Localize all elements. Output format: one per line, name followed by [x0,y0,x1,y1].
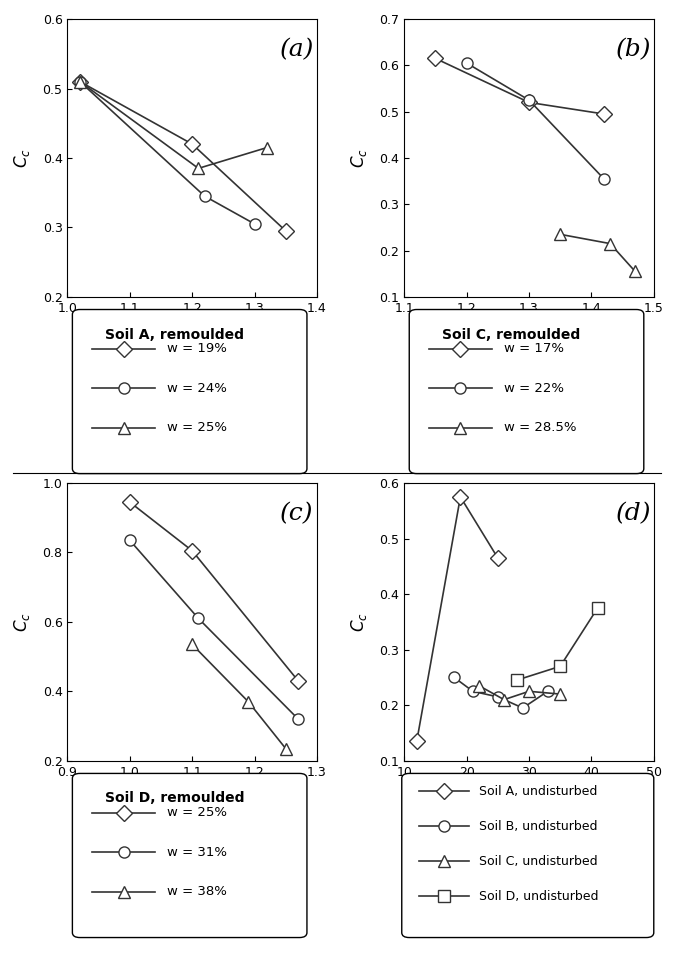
Text: Soil C, undisturbed: Soil C, undisturbed [479,855,598,868]
Text: $C_c$: $C_c$ [13,148,32,168]
Text: w = 17%: w = 17% [504,343,564,355]
Text: Soil B, undisturbed: Soil B, undisturbed [479,819,598,833]
Text: w = 19%: w = 19% [167,343,227,355]
FancyBboxPatch shape [72,309,307,474]
Text: Soil D, remoulded: Soil D, remoulded [105,792,245,805]
Text: $\rho_i$ (Mg/m$^3$): $\rho_i$ (Mg/m$^3$) [156,336,229,357]
Text: w = 25%: w = 25% [167,421,227,435]
Text: $\rho_i$ (Mg/m$^3$): $\rho_i$ (Mg/m$^3$) [492,336,565,357]
Text: Soil A, remoulded: Soil A, remoulded [105,328,244,342]
Text: w = 31%: w = 31% [167,846,227,859]
Text: w = 22%: w = 22% [504,382,564,394]
Text: $\rho_i$ (Mg/m$^3$): $\rho_i$ (Mg/m$^3$) [156,799,229,821]
Text: Soil C, remoulded: Soil C, remoulded [441,328,580,342]
Text: $C_c$: $C_c$ [349,148,369,168]
Text: $w_i$ (%): $w_i$ (%) [508,799,551,817]
Text: w = 38%: w = 38% [167,885,227,898]
Text: w = 28.5%: w = 28.5% [504,421,576,435]
Text: $C_c$: $C_c$ [13,612,32,632]
Text: $C_c$: $C_c$ [349,612,369,632]
Text: Soil D, undisturbed: Soil D, undisturbed [479,890,599,902]
FancyBboxPatch shape [402,774,654,938]
Text: w = 24%: w = 24% [167,382,227,394]
Text: (b): (b) [616,38,652,61]
Text: Soil A, undisturbed: Soil A, undisturbed [479,785,597,798]
Text: (d): (d) [616,502,652,525]
Text: (a): (a) [280,38,314,61]
FancyBboxPatch shape [72,774,307,938]
Text: (c): (c) [280,502,313,525]
Text: w = 25%: w = 25% [167,806,227,819]
FancyBboxPatch shape [409,309,644,474]
